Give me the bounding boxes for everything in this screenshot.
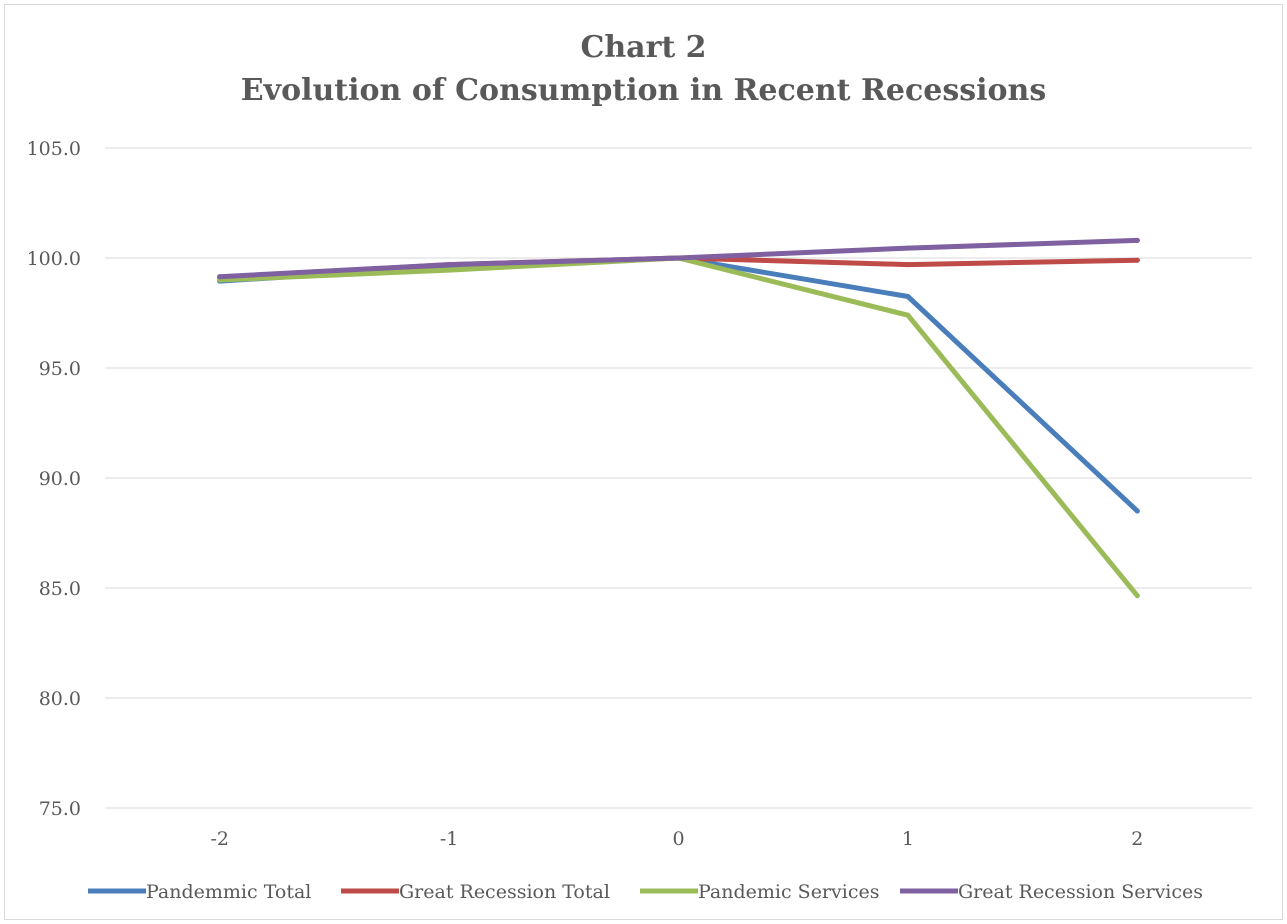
series-line-pandemmic-total bbox=[217, 255, 1140, 514]
y-tick-label: 80.0 bbox=[39, 688, 81, 710]
data-point-great-recession-services bbox=[446, 262, 452, 268]
data-point-great-recession-services bbox=[1134, 237, 1140, 243]
chart-title: Chart 2 bbox=[580, 30, 707, 65]
chart-frame bbox=[4, 4, 1283, 920]
series-line-pandemic-services bbox=[217, 255, 1140, 599]
data-point-pandemmic-total bbox=[1134, 508, 1140, 514]
data-point-great-recession-services bbox=[217, 274, 223, 280]
y-tick-label: 75.0 bbox=[39, 798, 81, 820]
x-tick-label: 2 bbox=[1131, 828, 1143, 850]
data-point-pandemmic-total bbox=[905, 294, 911, 299]
data-point-great-recession-services bbox=[676, 255, 681, 261]
data-point-pandemic-services bbox=[905, 312, 911, 318]
y-tick-label: 105.0 bbox=[27, 138, 81, 160]
x-tick-label: 1 bbox=[902, 828, 914, 850]
y-tick-label: 90.0 bbox=[39, 468, 81, 490]
gridlines bbox=[105, 147, 1252, 809]
data-point-great-recession-services bbox=[905, 245, 911, 251]
data-point-great-recession-total bbox=[1134, 257, 1140, 263]
y-axis-ticks: 105.0 100.0 95.0 90.0 85.0 80.0 75.0 bbox=[27, 138, 81, 820]
x-tick-label: -2 bbox=[210, 828, 229, 850]
legend-label: Great Recession Services bbox=[958, 881, 1203, 903]
legend-label: Great Recession Total bbox=[399, 881, 610, 903]
x-tick-label: 0 bbox=[672, 828, 684, 850]
x-tick-label: -1 bbox=[440, 828, 459, 850]
data-point-pandemic-services bbox=[446, 267, 452, 273]
x-axis-ticks: -2 -1 0 1 2 bbox=[210, 828, 1143, 850]
data-point-pandemic-services bbox=[1134, 593, 1140, 599]
series-lines bbox=[217, 237, 1140, 599]
data-point-great-recession-total bbox=[905, 262, 911, 268]
legend-label: Pandemic Services bbox=[698, 881, 879, 903]
legend-label: Pandemmic Total bbox=[146, 881, 311, 903]
y-tick-label: 100.0 bbox=[27, 248, 81, 270]
y-tick-label: 85.0 bbox=[39, 578, 81, 600]
legend: Pandemmic Total Great Recession Total Pand… bbox=[88, 881, 1203, 903]
chart-subtitle: Evolution of Consumption in Recent Reces… bbox=[240, 73, 1047, 108]
y-tick-label: 95.0 bbox=[39, 358, 81, 380]
